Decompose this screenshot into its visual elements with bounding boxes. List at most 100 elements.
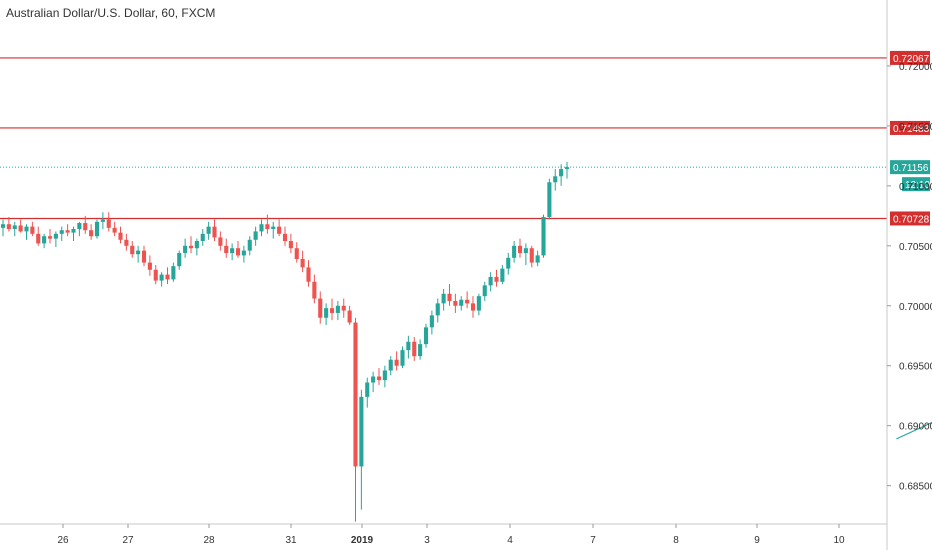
candle-body <box>259 224 264 232</box>
candle-body <box>388 359 393 371</box>
y-tick-label: 0.71500 <box>899 122 932 133</box>
candle-body <box>24 226 29 232</box>
candle-body <box>42 236 47 244</box>
candle-body <box>288 241 293 249</box>
level-price-tag <box>890 211 930 226</box>
candle-body <box>183 245 188 254</box>
candle-body <box>459 299 464 306</box>
x-tick-label: 2019 <box>351 535 374 546</box>
candle-body <box>136 250 141 255</box>
candle-body <box>512 245 517 258</box>
candle-body <box>194 241 199 249</box>
candle-body <box>347 310 352 323</box>
candle-body <box>159 274 164 281</box>
candle-body <box>282 233 288 242</box>
candle-body <box>412 341 417 357</box>
candle-body <box>153 269 158 281</box>
candle-body <box>224 245 229 254</box>
candle-body <box>18 225 23 232</box>
candle-body <box>271 226 276 230</box>
x-tick-label: 4 <box>507 535 513 546</box>
candle-body <box>265 224 270 230</box>
candle-body <box>177 253 182 267</box>
candle-body <box>376 376 382 381</box>
candle-body <box>300 259 305 268</box>
candle-body <box>306 267 311 282</box>
candle-body <box>365 382 370 397</box>
candle-body <box>253 231 258 240</box>
y-tick-label: 0.69000 <box>899 422 932 433</box>
candle-body <box>59 230 64 234</box>
candle-body <box>535 255 540 263</box>
candle-body <box>171 266 176 280</box>
candle-body <box>406 341 411 351</box>
horizontal-levels[interactable]: 0.72067 0.71483 0.70728 0.71156 12:10 <box>0 50 930 226</box>
candle-body <box>165 274 170 280</box>
candle-body <box>294 248 299 260</box>
x-tick-label: 8 <box>673 535 679 546</box>
level-price-tag <box>890 120 930 135</box>
y-tick-label: 0.69500 <box>899 362 932 373</box>
candle-body <box>71 229 76 233</box>
candle-body <box>523 248 528 254</box>
candle-body <box>230 248 235 254</box>
candle-body <box>453 300 458 306</box>
candle-body <box>118 232 123 240</box>
candle-body <box>547 182 552 218</box>
candle-body <box>83 223 88 231</box>
candle-body <box>500 268 505 282</box>
candle-body <box>423 327 429 345</box>
candle-body <box>0 224 6 228</box>
candle-body <box>353 322 358 467</box>
candle-body <box>36 233 41 244</box>
chart-title: Australian Dollar/U.S. Dollar, 60, FXCM <box>6 6 216 20</box>
y-tick-label: 0.68500 <box>899 482 932 493</box>
x-tick-label: 26 <box>57 535 69 546</box>
y-tick-label: 0.71000 <box>899 182 932 193</box>
candle-body <box>418 344 423 357</box>
candle-body <box>318 298 323 318</box>
candle-body <box>130 245 135 255</box>
candle-body <box>12 225 17 230</box>
countdown-label: 12:10 <box>905 180 930 191</box>
last-price-tag <box>890 160 930 175</box>
candle-body <box>147 262 152 270</box>
candle-body <box>324 308 329 318</box>
candle-body <box>382 370 387 381</box>
x-tick-label: 7 <box>590 535 596 546</box>
candle-body <box>200 233 205 242</box>
candle-body <box>488 276 493 286</box>
candle-body <box>6 224 11 230</box>
candle-body <box>359 396 364 467</box>
candle-body <box>112 227 117 233</box>
candle-body <box>506 257 511 269</box>
candle-body <box>235 248 241 256</box>
x-tick-label: 27 <box>122 535 134 546</box>
candle-body <box>277 226 282 234</box>
candle-body <box>47 236 53 239</box>
candle-body <box>476 296 481 311</box>
candle-body <box>218 237 223 246</box>
candle-body <box>447 293 452 301</box>
candle-body <box>482 285 487 297</box>
candle-body <box>341 305 346 311</box>
x-tick-label: 10 <box>833 535 845 546</box>
candle-body <box>553 176 558 183</box>
candle-body <box>206 226 211 234</box>
level-price-label: 0.70728 <box>893 214 930 225</box>
candle-body <box>212 226 217 238</box>
level-price-label: 0.72067 <box>893 54 930 65</box>
candle-body <box>559 169 564 177</box>
candle-body <box>141 250 147 263</box>
candle-body <box>529 248 534 263</box>
candle-body <box>371 376 376 383</box>
candle-body <box>312 281 317 299</box>
candle-body <box>329 308 335 313</box>
candle-body <box>441 293 446 304</box>
x-tick-label: 9 <box>754 535 760 546</box>
y-tick-label: 0.72000 <box>899 62 932 73</box>
candle-body <box>188 245 194 249</box>
candle-body <box>400 350 405 366</box>
candle-body <box>465 299 470 304</box>
